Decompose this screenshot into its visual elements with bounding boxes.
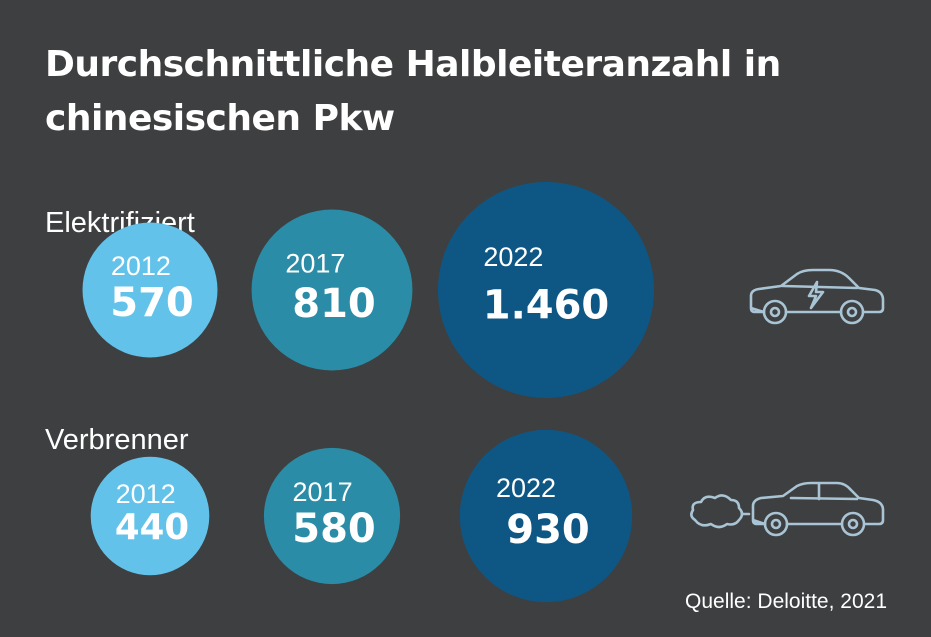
value-label: 1.460 [483, 282, 610, 328]
value-label: 930 [506, 507, 590, 553]
bubble-elektrifiziert-2017 [251, 209, 413, 371]
bubble-verbrenner-2012 [90, 456, 210, 576]
chart-title-line-1: Durchschnittliche Halbleiteranzahl in [45, 44, 781, 85]
bubble-elektrifiziert-2022 [438, 182, 654, 398]
series-label-verbrenner: Verbrenner [45, 424, 189, 456]
chart-title-line-2: chinesischen Pkw [45, 98, 395, 139]
bubble-elektrifiziert-2012 [82, 222, 218, 358]
value-label: 810 [292, 281, 376, 327]
chart-title: Durchschnittliche Halbleiteranzahl in ch… [45, 38, 885, 146]
value-label: 440 [115, 507, 189, 548]
source-note: Quelle: Deloitte, 2021 [685, 590, 887, 613]
value-label: 570 [110, 280, 194, 326]
year-label: 2022 [496, 473, 556, 503]
year-label: 2017 [285, 248, 345, 278]
bubble-verbrenner-2017 [263, 447, 401, 585]
year-label: 2012 [116, 479, 176, 509]
year-label: 2017 [293, 477, 353, 507]
value-label: 580 [292, 506, 376, 552]
bubble-verbrenner-2022 [459, 429, 633, 603]
combustion-car-exhaust-icon [690, 481, 885, 537]
year-label: 2012 [111, 251, 171, 281]
year-label: 2022 [483, 242, 543, 272]
electric-car-icon [749, 268, 885, 325]
